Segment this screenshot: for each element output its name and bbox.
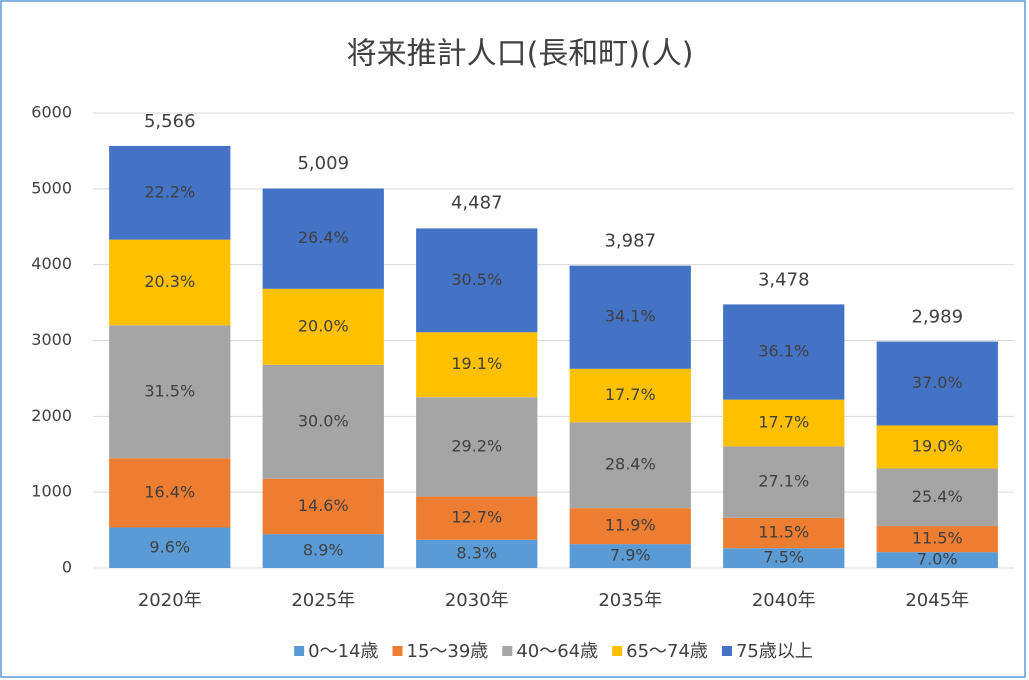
data-label: 19.1% <box>451 354 502 373</box>
bar-segment <box>416 332 538 398</box>
y-tick-label: 5000 <box>31 178 72 197</box>
data-label: 27.1% <box>758 472 809 491</box>
bar-segment <box>876 552 998 568</box>
data-label: 11.5% <box>912 529 963 548</box>
data-label: 30.0% <box>298 411 349 430</box>
total-label: 5,566 <box>144 111 196 132</box>
bar-segment <box>876 425 998 469</box>
bar-segment <box>416 539 538 568</box>
data-label: 26.4% <box>298 228 349 247</box>
y-tick-label: 6000 <box>31 103 72 122</box>
bar-segment <box>723 517 845 549</box>
total-label: 5,009 <box>297 153 349 174</box>
data-label: 16.4% <box>144 482 195 501</box>
bar-segment <box>569 508 691 545</box>
bar-segment <box>262 188 384 289</box>
chart-title: 将来推計人口(長和町)(人) <box>347 37 694 72</box>
x-tick-label: 2045年 <box>905 590 969 611</box>
data-label: 12.7% <box>451 508 502 527</box>
x-tick-label: 2025年 <box>291 590 355 611</box>
bar-segment <box>723 304 845 400</box>
bar-segment <box>262 478 384 535</box>
x-tick-label: 2020年 <box>138 590 202 611</box>
data-label: 36.1% <box>758 342 809 361</box>
total-label: 3,987 <box>604 231 656 252</box>
legend-label: 40〜64歳 <box>516 641 598 662</box>
data-label: 28.4% <box>605 455 656 474</box>
data-label: 17.7% <box>605 385 656 404</box>
legend-label: 15〜39歳 <box>407 641 489 662</box>
bar-segment <box>262 288 384 365</box>
bar-segment <box>109 527 231 568</box>
bar-segment <box>569 368 691 423</box>
data-label: 19.0% <box>912 436 963 455</box>
y-tick-label: 0 <box>62 558 72 577</box>
legend-swatch <box>612 646 623 656</box>
bar-segment <box>416 496 538 540</box>
legend-swatch <box>392 646 403 656</box>
data-label: 14.6% <box>298 496 349 515</box>
data-label: 30.5% <box>451 270 502 289</box>
legend-swatch <box>721 646 732 656</box>
bar-segment <box>109 239 231 326</box>
y-tick-label: 1000 <box>31 482 72 501</box>
bar-segment <box>262 364 384 479</box>
legend-swatch <box>294 646 305 656</box>
data-label: 9.6% <box>149 537 190 556</box>
data-label: 11.5% <box>758 523 809 542</box>
bar-segment <box>876 468 998 527</box>
data-label: 37.0% <box>912 373 963 392</box>
x-tick-label: 2030年 <box>445 590 509 611</box>
y-tick-label: 3000 <box>31 330 72 349</box>
data-label: 7.0% <box>917 550 958 569</box>
data-label: 11.9% <box>605 516 656 535</box>
bar-segment <box>876 341 998 426</box>
bar-segment <box>723 548 845 568</box>
y-tick-label: 4000 <box>31 254 72 273</box>
legend-label: 75歳以上 <box>736 641 813 662</box>
data-label: 20.3% <box>144 272 195 291</box>
legend-label: 65〜74歳 <box>626 641 708 662</box>
bar-segment <box>569 422 691 509</box>
data-label: 8.9% <box>303 541 344 560</box>
bar-segment <box>723 399 845 447</box>
data-label: 29.2% <box>451 436 502 455</box>
data-label: 17.7% <box>758 413 809 432</box>
total-label: 4,487 <box>451 193 503 214</box>
data-label: 25.4% <box>912 487 963 506</box>
y-tick-label: 2000 <box>31 406 72 425</box>
bar-segment <box>876 526 998 553</box>
data-label: 7.5% <box>763 548 804 567</box>
x-tick-label: 2040年 <box>752 590 816 611</box>
total-label: 3,478 <box>758 269 810 290</box>
bar-segment <box>109 458 231 528</box>
data-label: 20.0% <box>298 316 349 335</box>
bar-segment <box>569 265 691 369</box>
data-label: 31.5% <box>144 381 195 400</box>
legend-swatch <box>502 646 513 656</box>
data-label: 8.3% <box>456 543 497 562</box>
total-label: 2,989 <box>911 306 963 327</box>
bar-segment <box>416 228 538 333</box>
bar-segment <box>262 534 384 568</box>
data-label: 34.1% <box>605 307 656 326</box>
bar-segment <box>723 446 845 518</box>
bar-segment <box>109 325 231 459</box>
bar-segment <box>569 544 691 568</box>
bar-segment <box>416 397 538 497</box>
legend-label: 0〜14歳 <box>308 641 378 662</box>
data-label: 7.9% <box>610 546 651 565</box>
bar-segment <box>109 145 231 240</box>
data-label: 22.2% <box>144 182 195 201</box>
x-tick-label: 2035年 <box>598 590 662 611</box>
